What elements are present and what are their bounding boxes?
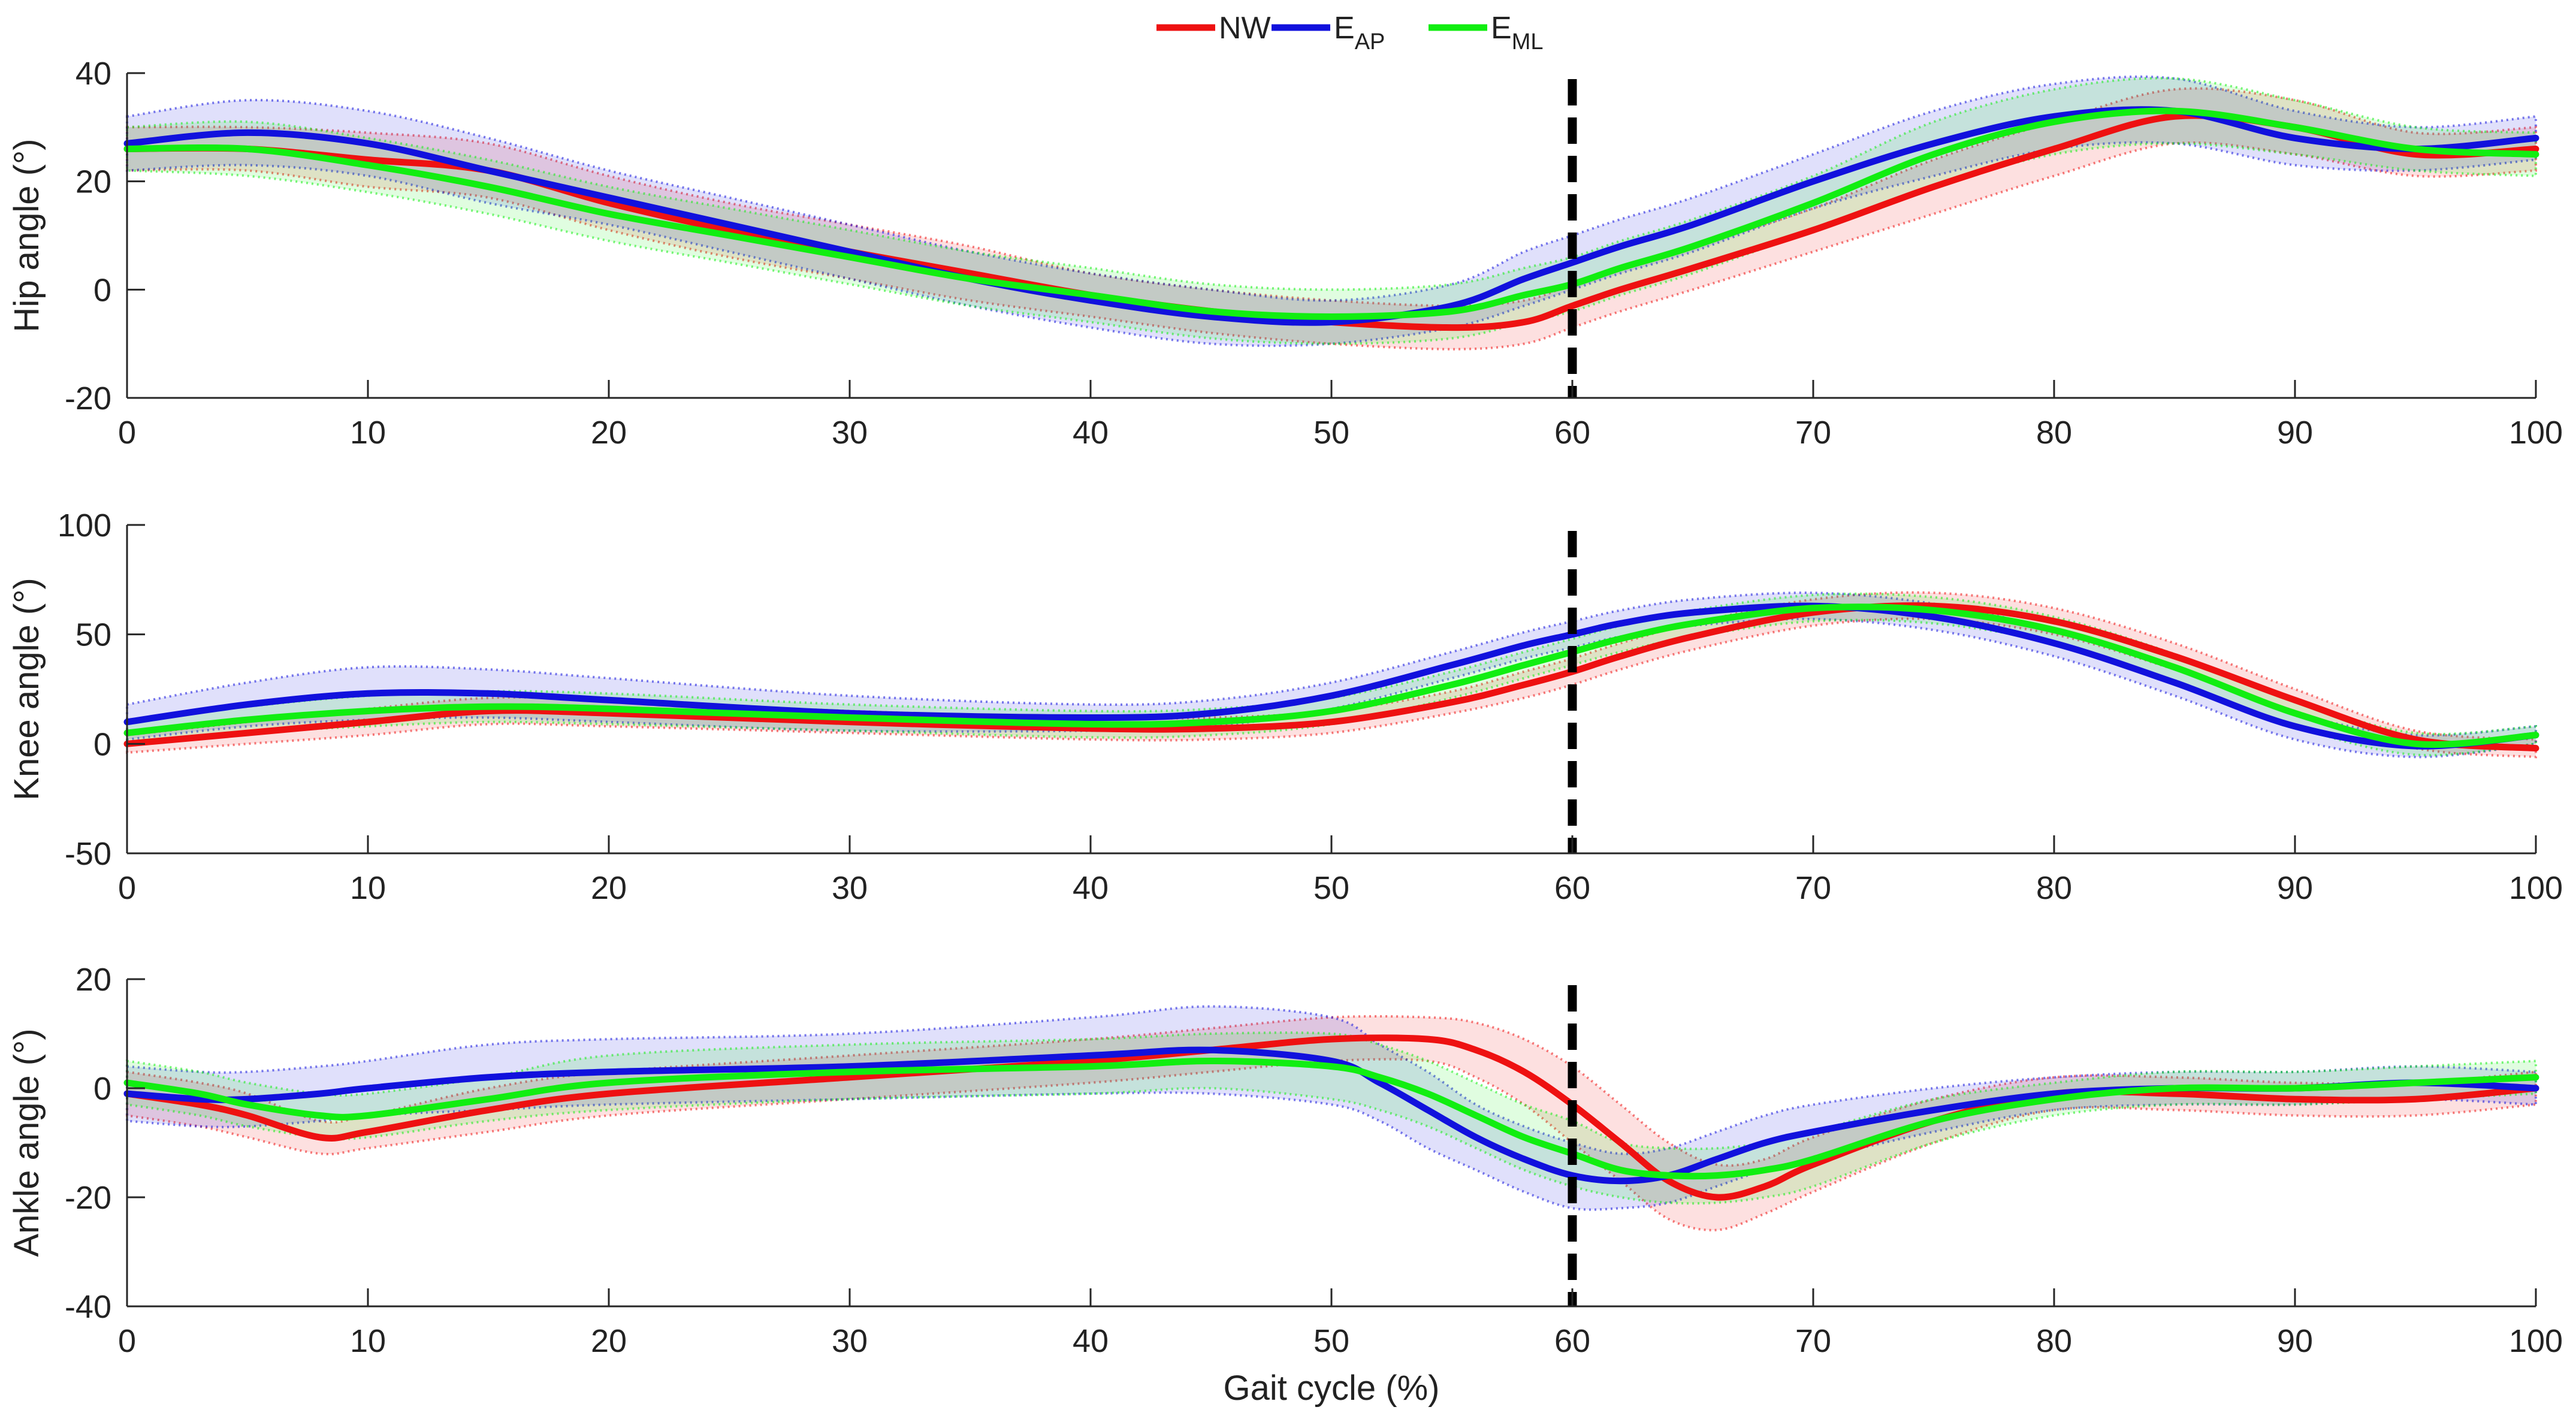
y-axis-title: Ankle angle (°) (7, 1028, 46, 1257)
x-tick-label: 30 (832, 1323, 868, 1359)
x-tick-label: 100 (2509, 415, 2563, 451)
y-tick-label: 100 (58, 508, 111, 544)
x-tick-label: 30 (832, 870, 868, 906)
x-tick-label: 80 (2036, 870, 2072, 906)
y-tick-label: 0 (93, 726, 111, 762)
panel-3: 0 10 20 30 40 50 60 70 80 90 100 -40 -20 0 20 Ankle ang… (7, 962, 2563, 1359)
y-axis-title: Knee angle (°) (7, 578, 46, 800)
sd-band-eap (126, 1005, 2537, 1211)
x-tick-label: 10 (350, 415, 386, 451)
line-eml (123, 1058, 2539, 1180)
legend-label: EML (1491, 11, 1543, 55)
y-axis-title: Hip angle (°) (7, 139, 46, 333)
legend-label: EAP (1334, 11, 1385, 55)
line-eap (123, 602, 2539, 750)
line-nw (123, 602, 2539, 752)
x-tick-label: 100 (2509, 870, 2563, 906)
y-tick-label: 0 (93, 1071, 111, 1107)
y-tick-label: 50 (76, 617, 111, 653)
legend-item-eap: EAP (1272, 11, 1385, 55)
x-tick-label: 50 (1313, 1323, 1349, 1359)
x-tick-label: 100 (2509, 1323, 2563, 1359)
y-tick-label: 0 (93, 272, 111, 308)
legend-label: NW (1219, 11, 1271, 46)
y-tick-label: 20 (76, 164, 111, 200)
y-tick-label: -20 (65, 381, 111, 416)
x-tick-label: 20 (591, 1323, 627, 1359)
y-tick-label: 40 (76, 56, 111, 92)
line-eap (123, 1046, 2539, 1185)
x-tick-label: 10 (350, 870, 386, 906)
x-tick-label: 60 (1554, 1323, 1590, 1359)
x-tick-label: 90 (2277, 415, 2313, 451)
x-axis-title: Gait cycle (%) (1224, 1369, 1440, 1408)
x-tick-label: 0 (118, 415, 136, 451)
x-tick-label: 90 (2277, 1323, 2313, 1359)
sd-band-nw (126, 87, 2537, 351)
legend-item-eml: EML (1429, 11, 1543, 55)
x-tick-label: 40 (1073, 1323, 1109, 1359)
line-eml (123, 603, 2539, 748)
legend: NW EAP EML (1156, 11, 1543, 55)
x-tick-label: 10 (350, 1323, 386, 1359)
x-tick-label: 70 (1795, 870, 1831, 906)
x-tick-label: 70 (1795, 415, 1831, 451)
y-tick-label: -50 (65, 836, 111, 872)
x-tick-label: 40 (1073, 415, 1109, 451)
x-tick-label: 60 (1554, 415, 1590, 451)
x-tick-label: 0 (118, 1323, 136, 1359)
x-tick-label: 70 (1795, 1323, 1831, 1359)
y-tick-label: -20 (65, 1180, 111, 1216)
legend-item-nw: NW (1156, 11, 1271, 46)
x-tick-label: 90 (2277, 870, 2313, 906)
x-tick-label: 0 (118, 870, 136, 906)
y-tick-label: -40 (65, 1289, 111, 1325)
line-eml (123, 107, 2539, 320)
x-tick-label: 50 (1313, 870, 1349, 906)
x-tick-label: 30 (832, 415, 868, 451)
x-tick-label: 60 (1554, 870, 1590, 906)
x-tick-label: 20 (591, 870, 627, 906)
y-tick-label: 20 (76, 962, 111, 998)
x-tick-label: 50 (1313, 415, 1349, 451)
x-tick-label: 20 (591, 415, 627, 451)
x-tick-label: 80 (2036, 415, 2072, 451)
x-tick-label: 80 (2036, 1323, 2072, 1359)
x-tick-label: 40 (1073, 870, 1109, 906)
